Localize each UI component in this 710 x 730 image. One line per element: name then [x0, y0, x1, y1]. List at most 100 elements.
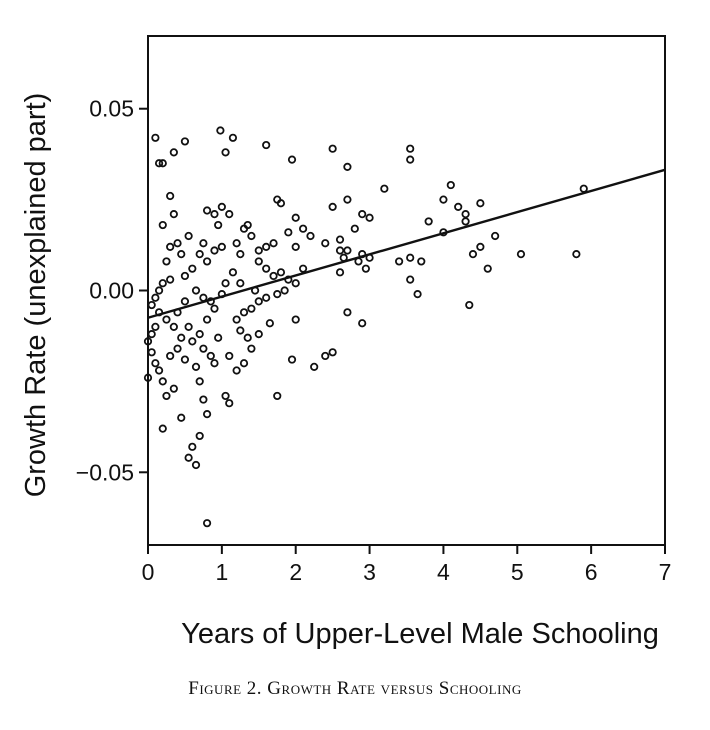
data-point [406, 144, 415, 153]
data-point [169, 210, 178, 219]
data-point [321, 351, 330, 361]
x-tick-label: 0 [142, 559, 155, 585]
data-point [158, 377, 167, 386]
data-point [162, 391, 171, 401]
data-point [195, 330, 204, 339]
data-point [188, 442, 197, 451]
data-point [446, 180, 455, 190]
x-tick-label: 2 [289, 559, 302, 585]
data-point [236, 250, 245, 259]
data-points [143, 126, 588, 528]
data-point [158, 159, 167, 168]
data-point [262, 293, 271, 302]
data-point [154, 366, 164, 375]
data-point [166, 275, 175, 284]
data-point [406, 253, 415, 262]
data-point [291, 213, 300, 222]
data-point [476, 199, 485, 208]
data-point [269, 271, 278, 281]
data-point [287, 355, 297, 364]
data-point [273, 391, 282, 401]
data-point [358, 210, 367, 219]
data-point [343, 195, 352, 204]
trend-line [147, 168, 666, 319]
data-point [191, 362, 201, 371]
data-point [191, 460, 201, 470]
data-point [217, 202, 226, 211]
data-point [287, 155, 297, 164]
x-axis-title: Years of Upper-Level Male Schooling [181, 618, 659, 650]
data-point [243, 333, 252, 342]
data-point [199, 293, 208, 302]
data-point [232, 366, 241, 375]
data-point [169, 384, 178, 393]
data-point [195, 431, 204, 441]
y-axis-title: Growth Rate (unexplained part) [20, 93, 52, 498]
data-point [180, 137, 190, 146]
data-point [158, 424, 167, 433]
x-tick-label: 4 [437, 559, 450, 585]
data-point [188, 264, 197, 273]
data-point [225, 210, 234, 219]
data-point [177, 250, 186, 259]
x-tick-label: 1 [215, 559, 228, 585]
data-point [147, 348, 156, 357]
data-point [483, 264, 492, 273]
data-point [269, 239, 278, 248]
data-point [476, 242, 485, 251]
data-point [262, 140, 271, 150]
data-point [262, 264, 271, 273]
data-point [180, 271, 190, 281]
data-point [166, 351, 175, 361]
data-point [454, 202, 463, 211]
data-point [365, 213, 374, 222]
data-point [202, 410, 212, 419]
x-tick-label: 3 [363, 559, 376, 585]
data-point [239, 359, 249, 368]
data-point [273, 195, 282, 204]
data-point [151, 322, 160, 331]
data-point [228, 133, 238, 142]
data-point [191, 286, 201, 295]
data-point [254, 246, 263, 255]
data-point [343, 162, 352, 171]
data-point [417, 257, 426, 266]
data-point [321, 239, 330, 248]
data-point [228, 268, 238, 277]
data-point [276, 268, 286, 277]
data-point [188, 337, 197, 346]
data-point [221, 391, 230, 401]
data-point [158, 279, 167, 288]
data-point [461, 210, 470, 219]
data-point [177, 413, 186, 422]
data-point [184, 322, 193, 331]
data-point [180, 355, 190, 364]
data-point [214, 220, 223, 230]
data-point [310, 362, 319, 371]
data-point [221, 148, 230, 157]
plot-frame [147, 35, 666, 546]
data-point [184, 231, 193, 241]
tick-labels: 0 1 2 3 4 5 6 7 −0.05 0.00 0.05 [76, 96, 672, 585]
data-point [380, 184, 389, 193]
y-tick-label: −0.05 [76, 459, 134, 485]
data-point [424, 217, 433, 226]
data-point [254, 297, 263, 306]
data-point [361, 264, 370, 273]
data-point [439, 195, 448, 204]
data-point [335, 235, 345, 244]
data-point [291, 315, 300, 324]
data-point [206, 351, 215, 361]
axis-ticks [139, 107, 666, 554]
data-point [254, 330, 263, 339]
data-point [306, 231, 315, 241]
data-point [173, 239, 182, 248]
data-point [143, 373, 153, 382]
data-point [406, 155, 415, 164]
plot-border [147, 35, 666, 546]
data-point [199, 395, 208, 404]
x-tick-label: 5 [511, 559, 524, 585]
data-point [413, 290, 422, 299]
data-point [236, 279, 245, 288]
data-point [247, 304, 256, 313]
